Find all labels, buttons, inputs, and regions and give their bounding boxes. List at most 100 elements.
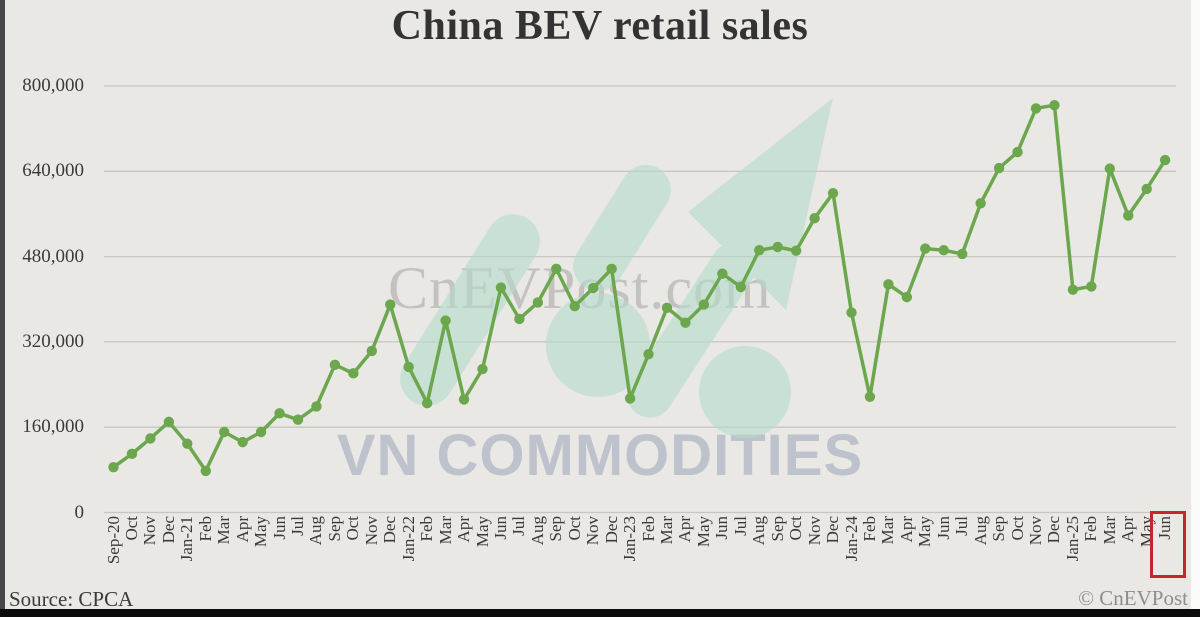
data-point-marker (514, 313, 525, 325)
data-point-marker (772, 241, 783, 253)
x-tick-label: Jan-23 (620, 516, 640, 562)
right-edge-strip (1191, 0, 1200, 609)
x-tick-label: Sep (324, 516, 344, 542)
x-tick-label: Feb (859, 516, 879, 542)
x-tick-label: Nov (361, 516, 381, 546)
data-point-marker (219, 426, 230, 438)
data-point-marker (126, 448, 138, 460)
x-tick-label: Jul (730, 516, 750, 536)
data-point-marker (864, 391, 876, 403)
x-tick-label: Jan-22 (398, 516, 418, 562)
x-tick-label: Oct (564, 516, 584, 541)
data-point-marker (643, 348, 654, 360)
x-tick-label: Sep-20 (103, 516, 123, 565)
x-tick-label: Jan-24 (841, 516, 861, 562)
x-tick-label: Feb (1081, 516, 1101, 542)
bev-sales-series (108, 99, 1171, 477)
data-point-marker (827, 187, 839, 199)
data-point-marker (532, 297, 544, 308)
data-point-marker (1012, 146, 1023, 158)
x-tick-label: Dec (158, 516, 178, 544)
data-point-marker (717, 268, 728, 279)
data-point-marker (735, 281, 746, 293)
data-point-marker (846, 307, 857, 318)
x-tick-label: Jun (490, 516, 510, 540)
x-tick-label: Feb (638, 516, 658, 542)
x-tick-label: Mar (657, 516, 676, 545)
data-point-marker (588, 282, 599, 294)
data-point-marker (1123, 210, 1134, 221)
data-point-marker (920, 243, 931, 254)
x-tick-label: Apr (1118, 516, 1138, 543)
data-point-marker (255, 426, 267, 438)
x-tick-label: Jul (288, 516, 307, 536)
data-point-marker (957, 248, 968, 260)
y-tick-label: 160,000 (22, 416, 84, 438)
x-tick-label: Apr (675, 516, 695, 543)
data-point-marker (495, 282, 507, 293)
x-tick-label: Nov (804, 516, 824, 546)
x-tick-label: Sep (546, 516, 566, 542)
data-point-marker (1159, 154, 1171, 166)
chart-title: China BEV retail sales (391, 3, 809, 49)
data-point-marker (403, 361, 414, 373)
x-tick-label: Jul (509, 516, 529, 536)
y-tick-label: 800,000 (22, 75, 84, 96)
data-point-marker (440, 315, 451, 326)
data-point-marker (993, 162, 1005, 174)
x-tick-label: May (251, 516, 271, 548)
x-tick-label: Nov (1026, 516, 1045, 546)
source-note: Source: CPCA (9, 587, 134, 611)
x-tick-label: Dec (1044, 516, 1064, 544)
x-tick-label: Aug (970, 516, 990, 546)
y-tick-label: 320,000 (22, 330, 84, 352)
x-tick-label: Mar (878, 516, 898, 545)
x-tick-label: Jan-21 (177, 516, 197, 562)
data-point-marker (458, 394, 470, 405)
data-point-marker (237, 436, 248, 448)
jun-highlight-box (1150, 511, 1186, 578)
vn-commodities-watermark: VN COMMODITIES (336, 423, 864, 488)
data-point-marker (883, 279, 894, 290)
x-tick-label: Mar (214, 516, 234, 545)
data-point-marker (754, 245, 765, 256)
x-tick-label: Sep (989, 516, 1009, 542)
data-point-marker (1104, 163, 1116, 174)
copyright-note: © CnEVPost (1078, 586, 1188, 610)
x-tick-label: Jul (952, 516, 972, 536)
x-tick-label: Feb (195, 516, 215, 542)
data-point-marker (385, 299, 396, 310)
x-tick-label: Oct (1007, 516, 1027, 541)
data-point-marker (163, 416, 175, 428)
x-tick-label: Feb (417, 516, 437, 542)
data-point-marker (938, 245, 949, 256)
x-tick-label: Mar (1099, 516, 1119, 545)
growth-arrow-watermark (400, 98, 833, 438)
x-tick-label: Nov (140, 516, 160, 546)
bottom-black-bar (0, 609, 1200, 617)
left-border-line (0, 0, 5, 609)
data-point-marker (698, 299, 710, 310)
x-tick-label: Oct (786, 516, 806, 541)
data-point-marker (606, 263, 617, 275)
x-tick-label: Apr (454, 516, 474, 543)
x-tick-label: Aug (749, 516, 769, 546)
data-point-marker (551, 263, 562, 275)
data-point-marker (680, 317, 691, 328)
data-point-marker (348, 368, 359, 379)
y-tick-label: 0 (74, 501, 85, 523)
x-tick-label: Dec (823, 516, 843, 544)
data-point-marker (975, 198, 986, 209)
data-point-marker (1086, 281, 1097, 292)
data-point-marker (108, 461, 119, 473)
data-point-marker (421, 398, 433, 409)
data-point-marker (366, 345, 377, 357)
data-point-marker (311, 401, 322, 412)
data-point-marker (292, 414, 304, 425)
x-tick-label: Jan-25 (1062, 516, 1082, 562)
x-tick-label: Apr (232, 516, 252, 543)
x-tick-label: Aug (527, 516, 547, 546)
data-point-marker (809, 213, 820, 224)
